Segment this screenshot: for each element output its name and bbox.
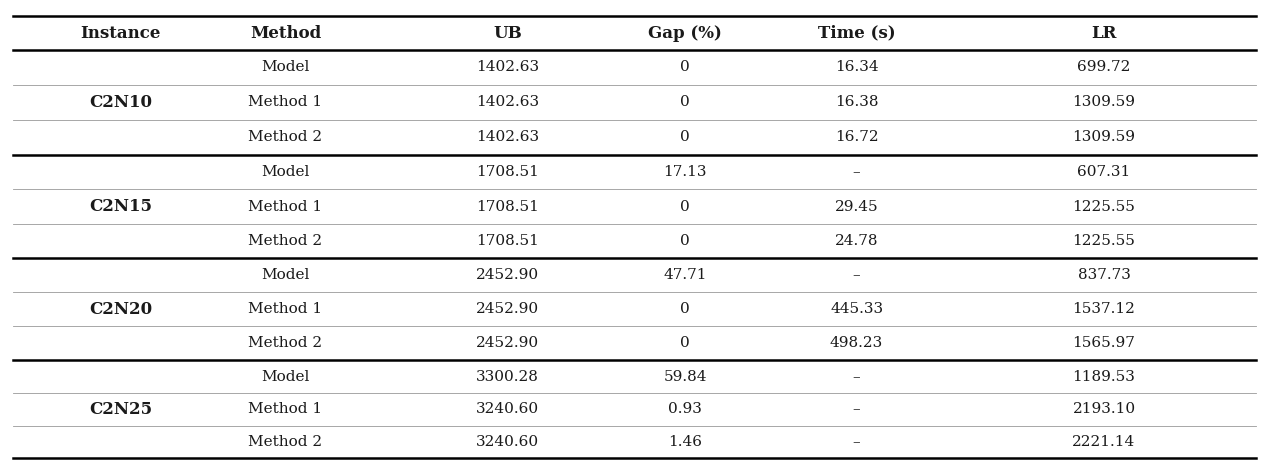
- Text: Model: Model: [261, 60, 310, 74]
- Text: LR: LR: [1091, 24, 1117, 42]
- Text: 3240.60: 3240.60: [476, 435, 539, 449]
- Text: C2N25: C2N25: [89, 401, 152, 418]
- Text: 16.72: 16.72: [835, 130, 878, 145]
- Text: 47.71: 47.71: [664, 268, 707, 282]
- Text: Method 2: Method 2: [249, 130, 322, 145]
- Text: 1309.59: 1309.59: [1072, 130, 1136, 145]
- Text: 607.31: 607.31: [1077, 165, 1131, 179]
- Text: Method 1: Method 1: [249, 96, 322, 109]
- Text: 1.46: 1.46: [669, 435, 702, 449]
- Text: –: –: [853, 268, 860, 282]
- Text: 1225.55: 1225.55: [1072, 200, 1136, 213]
- Text: Method 1: Method 1: [249, 302, 322, 316]
- Text: 16.38: 16.38: [835, 96, 878, 109]
- Text: 1708.51: 1708.51: [476, 234, 539, 248]
- Text: 3240.60: 3240.60: [476, 402, 539, 416]
- Text: Time (s): Time (s): [817, 24, 896, 42]
- Text: 2221.14: 2221.14: [1072, 435, 1136, 449]
- Text: –: –: [853, 165, 860, 179]
- Text: UB: UB: [494, 24, 522, 42]
- Text: 59.84: 59.84: [664, 370, 707, 384]
- Text: Model: Model: [261, 268, 310, 282]
- Text: 1708.51: 1708.51: [476, 165, 539, 179]
- Text: C2N15: C2N15: [89, 198, 152, 215]
- Text: 24.78: 24.78: [835, 234, 878, 248]
- Text: –: –: [853, 435, 860, 449]
- Text: 2452.90: 2452.90: [476, 302, 539, 316]
- Text: 1402.63: 1402.63: [476, 130, 539, 145]
- Text: 1402.63: 1402.63: [476, 60, 539, 74]
- Text: 1225.55: 1225.55: [1072, 234, 1136, 248]
- Text: 699.72: 699.72: [1077, 60, 1131, 74]
- Text: 2452.90: 2452.90: [476, 336, 539, 350]
- Text: 1189.53: 1189.53: [1072, 370, 1136, 384]
- Text: 16.34: 16.34: [835, 60, 878, 74]
- Text: Method 2: Method 2: [249, 234, 322, 248]
- Text: C2N10: C2N10: [89, 94, 152, 111]
- Text: 445.33: 445.33: [830, 302, 883, 316]
- Text: 3300.28: 3300.28: [476, 370, 539, 384]
- Text: 29.45: 29.45: [835, 200, 878, 213]
- Text: 2193.10: 2193.10: [1072, 402, 1136, 416]
- Text: Gap (%): Gap (%): [648, 24, 722, 42]
- Text: Model: Model: [261, 165, 310, 179]
- Text: 837.73: 837.73: [1077, 268, 1131, 282]
- Text: Instance: Instance: [80, 24, 161, 42]
- Text: 1708.51: 1708.51: [476, 200, 539, 213]
- Text: 2452.90: 2452.90: [476, 268, 539, 282]
- Text: 1565.97: 1565.97: [1072, 336, 1136, 350]
- Text: 0: 0: [680, 234, 690, 248]
- Text: Method 1: Method 1: [249, 402, 322, 416]
- Text: Method 2: Method 2: [249, 336, 322, 350]
- Text: Method 1: Method 1: [249, 200, 322, 213]
- Text: 0: 0: [680, 130, 690, 145]
- Text: 0: 0: [680, 96, 690, 109]
- Text: 0.93: 0.93: [669, 402, 702, 416]
- Text: 1402.63: 1402.63: [476, 96, 539, 109]
- Text: C2N20: C2N20: [89, 300, 152, 318]
- Text: 0: 0: [680, 200, 690, 213]
- Text: –: –: [853, 402, 860, 416]
- Text: –: –: [853, 370, 860, 384]
- Text: 1537.12: 1537.12: [1072, 302, 1136, 316]
- Text: 1309.59: 1309.59: [1072, 96, 1136, 109]
- Text: Method: Method: [250, 24, 321, 42]
- Text: 0: 0: [680, 60, 690, 74]
- Text: 0: 0: [680, 302, 690, 316]
- Text: Method 2: Method 2: [249, 435, 322, 449]
- Text: Model: Model: [261, 370, 310, 384]
- Text: 0: 0: [680, 336, 690, 350]
- Text: 17.13: 17.13: [664, 165, 707, 179]
- Text: 498.23: 498.23: [830, 336, 883, 350]
